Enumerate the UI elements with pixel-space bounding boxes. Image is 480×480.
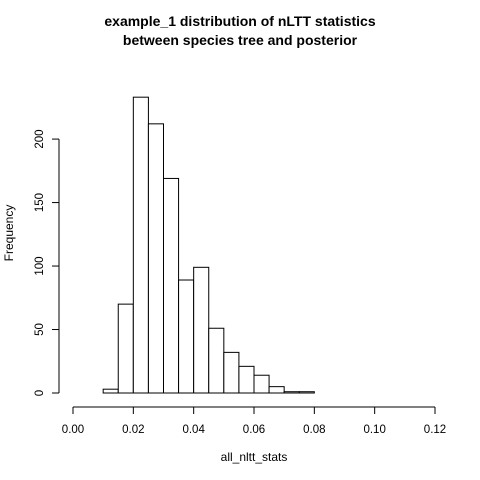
- y-tick-label: 200: [34, 129, 46, 148]
- histogram-bar-5: [178, 279, 195, 394]
- histogram-bar-2: [132, 96, 149, 394]
- y-axis-label: Frequency: [2, 205, 16, 262]
- histogram-bars: [102, 96, 315, 394]
- histogram-bar-9: [238, 365, 255, 394]
- x-tick-label: 0.02: [122, 424, 144, 436]
- y-axis: 0 50 100 150 200: [34, 129, 60, 396]
- histogram-bar-13: [298, 391, 315, 394]
- x-axis: 0.00 0.02 0.04 0.06 0.08 0.10 0.12: [62, 406, 446, 436]
- histogram-bar-12: [283, 391, 300, 394]
- chart-subtitle: between species tree and posterior: [123, 32, 358, 48]
- histogram-bar-8: [223, 351, 240, 394]
- histogram-bar-10: [253, 374, 270, 394]
- histogram-bar-1: [117, 303, 134, 394]
- x-tick-label: 0.12: [424, 424, 446, 436]
- y-tick-label: 100: [34, 256, 46, 275]
- histogram-bar-0: [102, 388, 119, 394]
- histogram-bar-7: [208, 327, 225, 394]
- y-tick-label: 150: [34, 193, 46, 212]
- x-tick-label: 0.04: [182, 424, 205, 436]
- y-tick-label: 0: [34, 390, 46, 396]
- chart-title: example_1 distribution of nLTT statistic…: [104, 13, 375, 29]
- x-tick-label: 0.00: [62, 424, 84, 436]
- y-tick-label: 50: [34, 323, 46, 336]
- histogram-bar-11: [268, 386, 285, 394]
- histogram-bar-4: [163, 177, 180, 394]
- x-tick-label: 0.08: [303, 424, 325, 436]
- histogram-bar-6: [193, 266, 210, 394]
- x-tick-label: 0.06: [243, 424, 265, 436]
- x-axis-label: all_nltt_stats: [221, 450, 288, 464]
- histogram-bar-3: [147, 123, 164, 394]
- x-tick-label: 0.10: [363, 424, 385, 436]
